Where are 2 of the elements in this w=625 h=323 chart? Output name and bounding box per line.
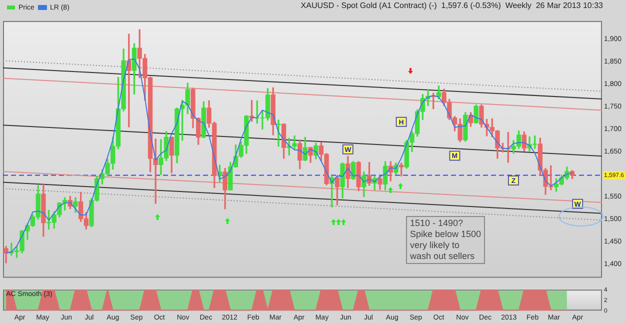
annotation: 1510 - 1490? Spike below 1500 very likely to wash out sellers [406, 216, 486, 264]
chart-title: XAUUSD - Spot Gold (A1 Contract) (-) 1,597.6 (-0.53%) Weekly 26 Mar 2013 10:33 [300, 1, 603, 10]
